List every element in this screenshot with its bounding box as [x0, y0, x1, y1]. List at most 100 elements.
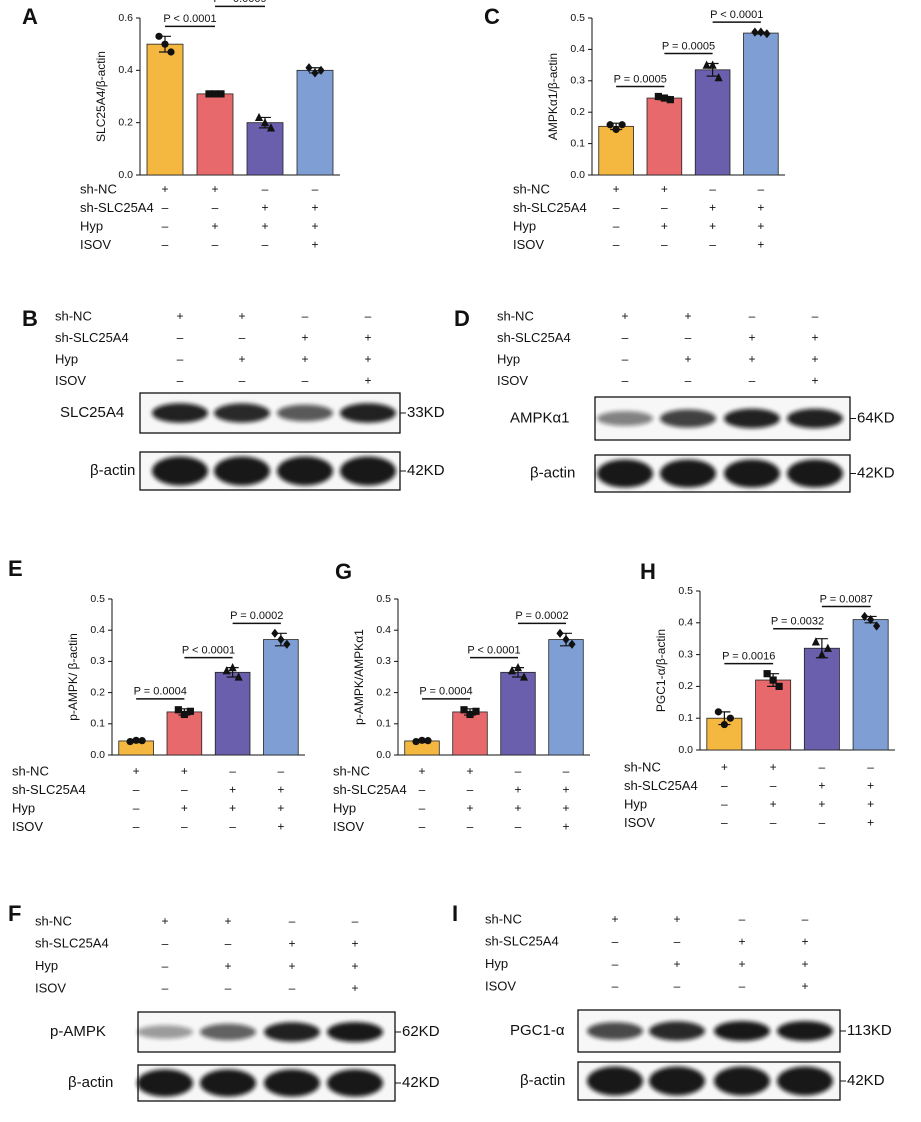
- treatment-label: sh-NC: [333, 763, 370, 778]
- data-point: [714, 73, 723, 82]
- data-point: [167, 48, 175, 56]
- treatment-sign: –: [613, 201, 620, 215]
- blot-band: [340, 403, 396, 423]
- treatment-label: sh-NC: [55, 308, 92, 323]
- treatment-sign: +: [418, 764, 425, 778]
- blot-band: [214, 456, 270, 486]
- y-tick-label: 0.5: [90, 593, 105, 605]
- blot-band: [777, 1021, 833, 1041]
- treatment-sign: –: [467, 820, 474, 834]
- data-point: [873, 621, 881, 631]
- treatment-label: ISOV: [497, 373, 528, 388]
- p-value-label: P < 0.0001: [467, 645, 520, 657]
- y-tick-label: 0.0: [678, 744, 693, 756]
- y-tick-label: 0.1: [376, 718, 391, 730]
- blot-band: [587, 1066, 643, 1096]
- bar: [743, 32, 779, 176]
- treatment-sign: –: [515, 764, 522, 778]
- band-size: 33KD: [407, 404, 445, 421]
- y-tick-label: 0.3: [90, 655, 105, 667]
- treatment-label: sh-SLC25A4: [485, 934, 559, 949]
- y-tick-label: 0.1: [678, 712, 693, 724]
- treatment-sign: +: [709, 201, 716, 215]
- treatment-sign: –: [419, 783, 426, 797]
- band-label: SLC25A4: [60, 404, 124, 421]
- p-value-label: P = 0.0005: [614, 73, 667, 85]
- treatment-sign: +: [738, 934, 745, 948]
- blot-band: [214, 403, 270, 423]
- treatment-sign: +: [261, 201, 268, 215]
- data-point: [180, 710, 188, 719]
- treatment-sign: –: [661, 201, 668, 215]
- treatment-sign: –: [758, 182, 765, 196]
- treatment-sign: –: [819, 760, 826, 774]
- blot-band: [660, 459, 716, 488]
- treatment-sign: +: [161, 914, 168, 928]
- data-point: [513, 663, 523, 672]
- treatment-sign: –: [721, 779, 728, 793]
- treatment-sign: +: [211, 219, 218, 233]
- blot-band: [649, 1021, 705, 1041]
- treatment-sign: –: [612, 957, 619, 971]
- treatment-sign: –: [262, 182, 269, 196]
- data-point: [757, 27, 765, 37]
- bar: [166, 711, 203, 756]
- treatment-sign: –: [162, 959, 169, 973]
- treatment-label: sh-NC: [35, 913, 72, 928]
- data-point: [174, 706, 182, 714]
- p-value-label: P = 0.0016: [722, 651, 775, 663]
- treatment-sign: +: [867, 816, 874, 830]
- p-value-label: P = 0.0002: [230, 610, 283, 622]
- treatment-sign: +: [229, 783, 236, 797]
- treatment-label: sh-SLC25A4: [333, 782, 407, 797]
- data-point: [562, 634, 570, 645]
- treatment-sign: +: [673, 957, 680, 971]
- treatment-sign: +: [176, 309, 183, 323]
- treatment-label: ISOV: [12, 819, 43, 834]
- y-axis-label: p-AMPK/ β-actin: [66, 633, 80, 721]
- treatment-sign: +: [801, 979, 808, 993]
- bar: [646, 97, 683, 176]
- y-tick-label: 0.2: [90, 686, 105, 698]
- treatment-label: ISOV: [55, 373, 86, 388]
- y-tick-label: 0.0: [90, 749, 105, 761]
- data-point: [666, 96, 674, 104]
- p-value-label: P = 0.0087: [820, 593, 873, 605]
- treatment-sign: –: [365, 309, 372, 323]
- data-point: [654, 92, 662, 101]
- treatment-sign: –: [709, 182, 716, 196]
- treatment-label: sh-NC: [485, 911, 522, 926]
- treatment-sign: –: [467, 783, 474, 797]
- treatment-sign: –: [162, 981, 169, 995]
- bar: [452, 711, 488, 756]
- data-point: [254, 112, 264, 122]
- treatment-sign: +: [514, 801, 521, 815]
- data-point: [702, 60, 711, 69]
- band-label: β-actin: [520, 1072, 565, 1089]
- treatment-label: sh-NC: [497, 308, 534, 323]
- treatment-sign: –: [819, 816, 826, 830]
- band-label: β-actin: [90, 462, 135, 479]
- treatment-label: Hyp: [55, 351, 78, 366]
- treatment-sign: +: [661, 182, 668, 196]
- band-size: 62KD: [402, 1023, 440, 1040]
- treatment-label: sh-NC: [624, 759, 661, 774]
- treatment-sign: +: [311, 201, 318, 215]
- treatment-sign: +: [238, 309, 245, 323]
- data-point: [556, 628, 564, 638]
- bar: [803, 647, 840, 751]
- bar: [146, 43, 184, 176]
- band-size: 42KD: [857, 464, 895, 481]
- treatment-label: sh-SLC25A4: [35, 936, 109, 951]
- panel-letter: H: [640, 559, 656, 584]
- blot-band: [787, 459, 843, 488]
- blot-band: [787, 408, 843, 429]
- data-point: [519, 672, 529, 681]
- treatment-sign: +: [867, 779, 874, 793]
- treatment-sign: +: [514, 783, 521, 797]
- band-label: AMPKα1: [510, 409, 570, 426]
- blot-band: [327, 1069, 383, 1097]
- treatment-sign: +: [261, 219, 268, 233]
- treatment-sign: –: [685, 374, 692, 388]
- data-point: [726, 714, 734, 722]
